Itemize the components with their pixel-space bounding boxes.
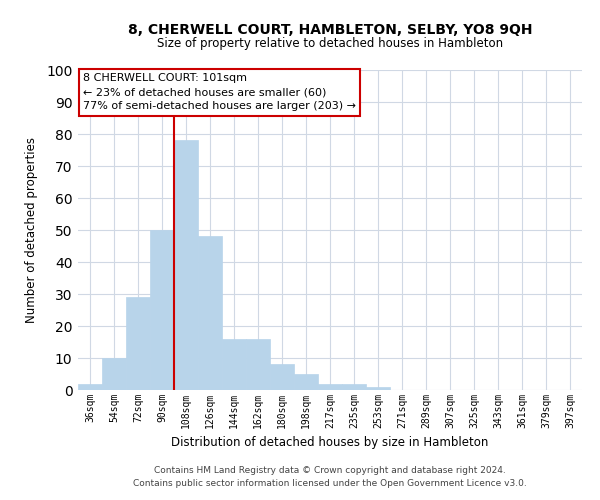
Bar xyxy=(294,374,318,390)
Bar xyxy=(126,297,150,390)
X-axis label: Distribution of detached houses by size in Hambleton: Distribution of detached houses by size … xyxy=(172,436,488,450)
Bar xyxy=(270,364,294,390)
Bar xyxy=(78,384,102,390)
Bar xyxy=(174,140,198,390)
Text: 8 CHERWELL COURT: 101sqm
← 23% of detached houses are smaller (60)
77% of semi-d: 8 CHERWELL COURT: 101sqm ← 23% of detach… xyxy=(83,73,356,111)
Bar xyxy=(222,339,246,390)
Bar xyxy=(366,387,390,390)
Bar xyxy=(102,358,126,390)
Text: Contains HM Land Registry data © Crown copyright and database right 2024.
Contai: Contains HM Land Registry data © Crown c… xyxy=(133,466,527,487)
Bar xyxy=(150,230,174,390)
Y-axis label: Number of detached properties: Number of detached properties xyxy=(25,137,38,323)
Text: Size of property relative to detached houses in Hambleton: Size of property relative to detached ho… xyxy=(157,38,503,51)
Text: 8, CHERWELL COURT, HAMBLETON, SELBY, YO8 9QH: 8, CHERWELL COURT, HAMBLETON, SELBY, YO8… xyxy=(128,22,532,36)
Bar xyxy=(246,339,270,390)
Bar xyxy=(342,384,366,390)
Bar xyxy=(318,384,342,390)
Bar xyxy=(198,236,222,390)
